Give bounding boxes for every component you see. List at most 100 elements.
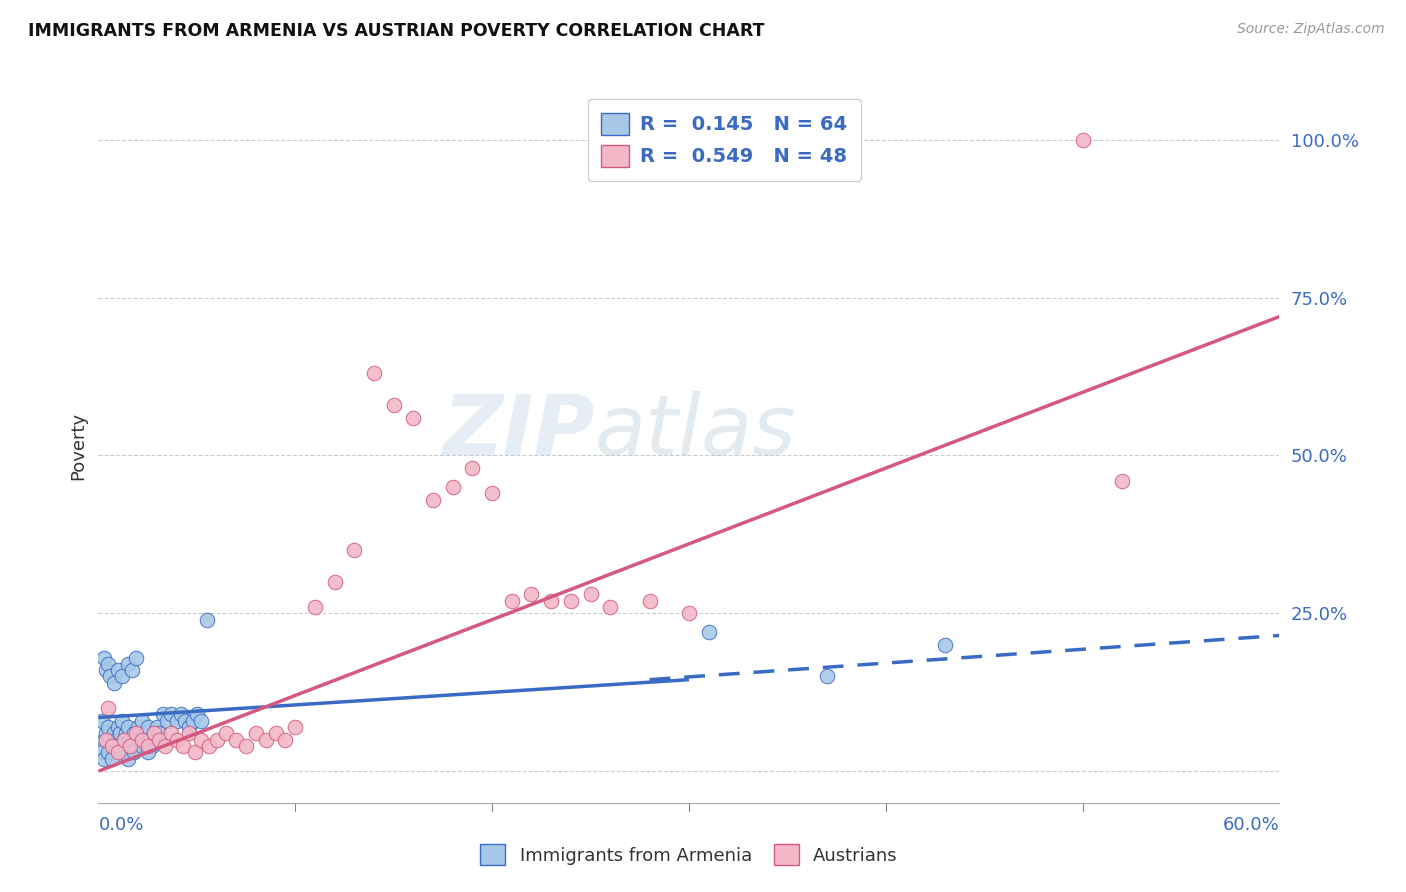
Point (284, 720, 307, 734)
Text: atlas: atlas (595, 392, 796, 472)
Point (97, 657, 120, 671)
Point (132, 732, 155, 747)
Point (136, 739, 159, 753)
Point (422, 492, 444, 507)
Text: IMMIGRANTS FROM ARMENIA VS AUSTRIAN POVERTY CORRELATION CHART: IMMIGRANTS FROM ARMENIA VS AUSTRIAN POVE… (28, 22, 765, 40)
Point (117, 720, 139, 734)
Point (934, 638, 956, 652)
Point (599, 600, 621, 615)
Point (105, 732, 128, 747)
Point (131, 714, 153, 728)
Point (560, 593, 582, 607)
Point (128, 726, 150, 740)
Point (111, 745, 134, 759)
Point (111, 669, 134, 683)
Point (638, 593, 661, 607)
Point (105, 739, 128, 753)
Point (190, 714, 212, 728)
Point (91, 745, 114, 759)
Text: ZIP: ZIP (441, 392, 595, 472)
Point (111, 714, 134, 728)
Point (118, 732, 141, 747)
Point (112, 732, 135, 747)
Point (170, 707, 193, 722)
Point (235, 739, 257, 753)
Point (254, 732, 277, 747)
Point (177, 726, 200, 740)
Point (323, 574, 346, 589)
Point (145, 732, 167, 747)
Point (136, 745, 159, 759)
Legend: Immigrants from Armenia, Austrians: Immigrants from Armenia, Austrians (471, 835, 907, 874)
Point (115, 726, 138, 740)
Point (172, 739, 194, 753)
Point (197, 739, 219, 753)
Point (815, 669, 838, 683)
Point (93, 751, 115, 765)
Point (363, 367, 385, 381)
Point (343, 543, 366, 558)
Point (141, 739, 163, 753)
Point (103, 675, 125, 690)
Point (122, 745, 145, 759)
Point (101, 739, 124, 753)
Point (142, 726, 165, 740)
Point (96, 726, 118, 740)
Point (117, 657, 139, 671)
Point (697, 625, 720, 640)
Point (97, 701, 120, 715)
Point (155, 739, 177, 753)
Point (93, 732, 115, 747)
Point (160, 726, 183, 740)
Text: 60.0%: 60.0% (1223, 816, 1279, 834)
Point (461, 461, 484, 475)
Point (103, 726, 125, 740)
Point (118, 739, 141, 753)
Point (101, 739, 124, 753)
Point (121, 663, 143, 677)
Point (205, 732, 228, 747)
Point (98, 669, 121, 683)
Point (225, 732, 247, 747)
Point (678, 607, 700, 621)
Y-axis label: Poverty: Poverty (69, 412, 87, 480)
Point (148, 732, 170, 747)
Point (245, 726, 267, 740)
Point (148, 726, 170, 740)
Point (174, 714, 197, 728)
Point (304, 600, 326, 615)
Point (107, 663, 129, 677)
Point (152, 707, 174, 722)
Point (108, 726, 131, 740)
Point (121, 739, 143, 753)
Point (166, 732, 188, 747)
Point (181, 714, 204, 728)
Point (215, 726, 238, 740)
Point (117, 751, 139, 765)
Point (127, 720, 149, 734)
Point (146, 720, 169, 734)
Point (91, 714, 114, 728)
Point (274, 732, 297, 747)
Point (190, 732, 212, 747)
Point (125, 650, 148, 665)
Point (481, 486, 503, 500)
Point (98, 732, 121, 747)
Point (160, 707, 183, 722)
Point (540, 593, 562, 607)
Point (520, 587, 543, 601)
Point (264, 726, 287, 740)
Point (195, 613, 218, 627)
Point (112, 732, 135, 747)
Point (1111, 474, 1133, 488)
Point (136, 720, 159, 734)
Point (96, 663, 118, 677)
Point (579, 587, 602, 601)
Point (501, 593, 523, 607)
Text: 0.0%: 0.0% (98, 816, 143, 834)
Point (97, 745, 120, 759)
Point (122, 726, 145, 740)
Point (402, 410, 425, 425)
Point (184, 745, 207, 759)
Point (138, 732, 160, 747)
